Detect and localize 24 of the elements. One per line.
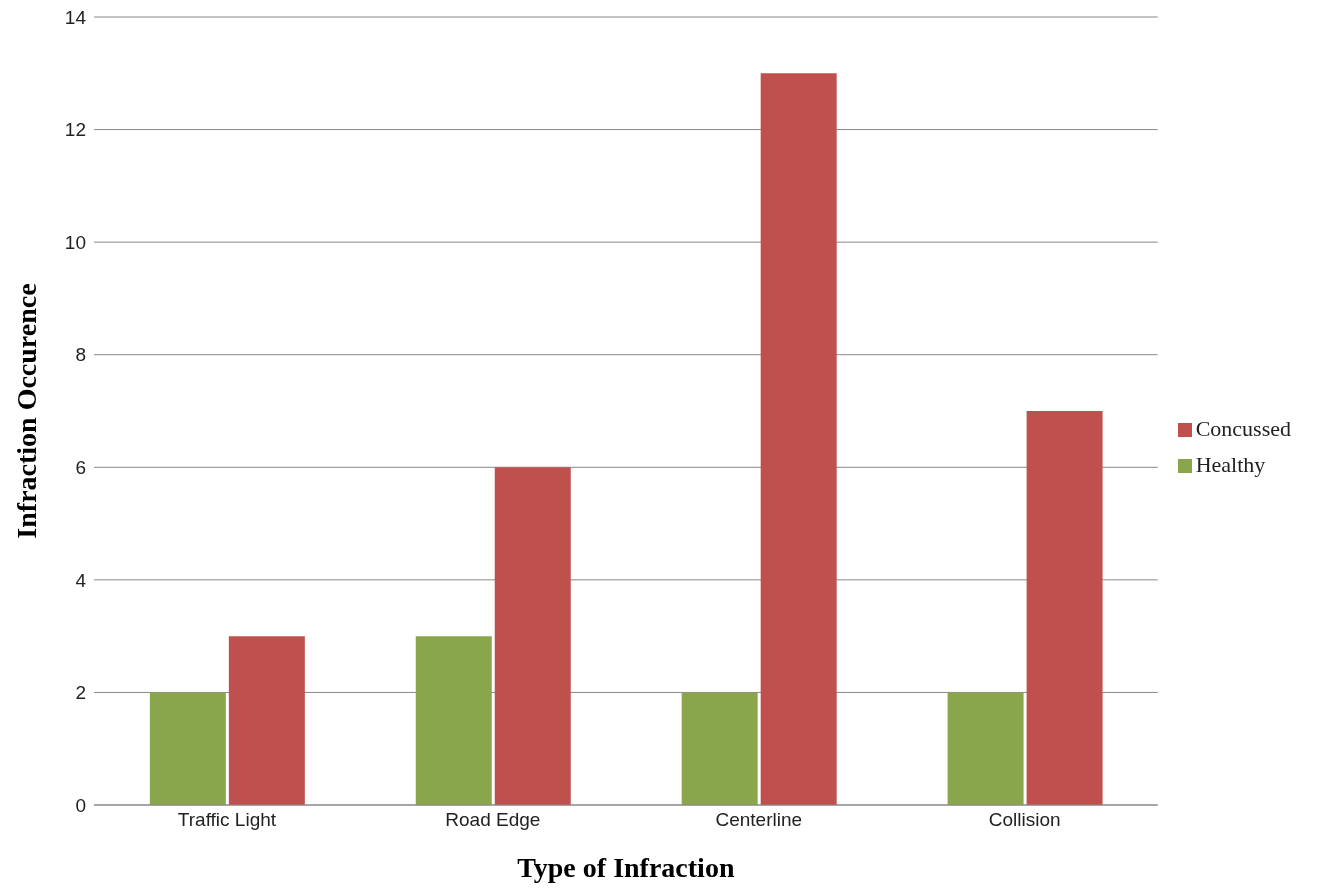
y-tick-label: 6: [75, 457, 86, 479]
legend-label: Concussed: [1195, 415, 1291, 441]
x-tick-label: Traffic Light: [177, 809, 277, 831]
x-tick-label: Collision: [988, 809, 1061, 831]
bar: [760, 73, 837, 805]
bar: [1026, 411, 1103, 805]
bar: [415, 636, 492, 805]
bar: [494, 467, 571, 805]
y-axis-title: Infraction Occurence: [10, 283, 42, 539]
y-tick-label: 2: [75, 682, 86, 704]
bar: [228, 636, 305, 805]
bar: [947, 692, 1024, 805]
legend-label: Healthy: [1195, 451, 1266, 477]
x-tick-label: Centerline: [715, 809, 803, 831]
y-tick-label: 14: [64, 6, 87, 28]
y-tick-label: 12: [64, 119, 86, 141]
bar: [681, 692, 758, 805]
x-tick-label: Road Edge: [445, 809, 541, 831]
x-axis-title: Type of Infraction: [517, 852, 735, 883]
bar: [149, 692, 226, 805]
y-tick-label: 4: [75, 569, 87, 591]
y-tick-label: 0: [75, 794, 86, 816]
y-tick-label: 10: [64, 231, 86, 253]
y-tick-label: 8: [75, 344, 86, 366]
